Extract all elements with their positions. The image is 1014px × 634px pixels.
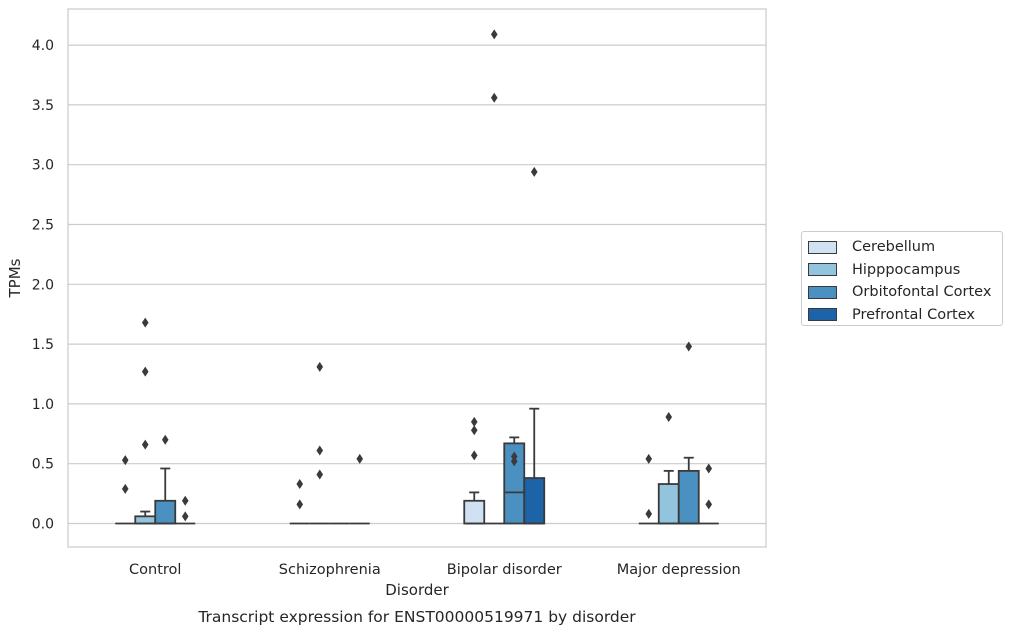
- outlier-point: [141, 439, 149, 450]
- legend-label: Prefrontal Cortex: [852, 306, 975, 323]
- y-tick-labels: 0.0 0.5 1.0 1.5 2.0 2.5 3.0 3.5 4.0: [32, 38, 54, 532]
- outlier-point: [296, 479, 304, 490]
- y-tick-label: 3.5: [32, 98, 54, 114]
- legend: Cerebellum Hipppocampus Orbitofontal Corte…: [801, 231, 1003, 326]
- legend-swatch: [808, 240, 837, 254]
- outlier-point: [121, 455, 129, 466]
- legend-label: Hipppocampus: [852, 261, 961, 278]
- outlier-point: [121, 483, 129, 494]
- outlier-point: [705, 463, 713, 474]
- box: [463, 499, 486, 525]
- box-cerebellum: [289, 479, 310, 525]
- outlier-point: [316, 445, 324, 456]
- box-orbitofontal-cortex: [677, 341, 700, 525]
- box-orbitofontal-cortex: [503, 436, 526, 525]
- legend-item: Hipppocampus: [808, 259, 1002, 282]
- outlier-point: [316, 361, 324, 372]
- outlier-point: [316, 469, 324, 480]
- outlier-point: [645, 508, 653, 519]
- outlier-point: [470, 450, 478, 461]
- box: [523, 477, 546, 525]
- outlier-point: [141, 366, 149, 377]
- box-cerebellum: [638, 453, 659, 525]
- plot-marks: [115, 29, 719, 525]
- legend-swatch: [808, 308, 837, 322]
- y-tick-label: 0.5: [32, 457, 54, 473]
- x-tick-label: Major depression: [617, 562, 741, 578]
- grid-lines: [68, 44, 766, 525]
- y-axis-label: TPMs: [6, 258, 24, 298]
- legend-item: Orbitofontal Cortex: [808, 281, 1002, 304]
- y-tick-label: 2.0: [32, 277, 54, 293]
- box: [657, 483, 680, 525]
- box: [134, 515, 157, 525]
- outlier-point: [665, 412, 673, 423]
- outlier-point: [181, 495, 189, 506]
- box-prefrontal-cortex: [349, 453, 370, 525]
- y-tick-label: 1.0: [32, 397, 54, 413]
- box: [154, 499, 177, 525]
- box-cerebellum: [115, 455, 136, 525]
- y-tick-label: 1.5: [32, 337, 54, 353]
- outlier-point: [530, 166, 538, 177]
- legend-item: Cerebellum: [808, 236, 1002, 259]
- box-prefrontal-cortex: [175, 495, 196, 525]
- x-tick-labels: Control Schizophrenia Bipolar disorder Majo…: [129, 562, 741, 578]
- x-axis-label: Disorder: [385, 581, 449, 599]
- box-hipppocampus: [484, 29, 505, 525]
- outlier-point: [490, 92, 498, 103]
- outlier-point: [470, 425, 478, 436]
- box-hipppocampus: [657, 412, 680, 525]
- box-prefrontal-cortex: [523, 166, 546, 525]
- outlier-point: [181, 511, 189, 522]
- y-tick-label: 3.0: [32, 158, 54, 174]
- box-cerebellum: [463, 416, 486, 525]
- box-prefrontal-cortex: [698, 463, 719, 525]
- x-tick-label: Control: [129, 562, 181, 578]
- box-hipppocampus: [134, 317, 157, 525]
- y-tick-label: 0.0: [32, 517, 54, 533]
- legend-item: Prefrontal Cortex: [808, 304, 1002, 327]
- outlier-point: [356, 453, 364, 464]
- outlier-point: [510, 456, 518, 467]
- legend-swatch: [808, 263, 837, 277]
- outlier-point: [490, 29, 498, 40]
- y-tick-label: 2.5: [32, 218, 54, 234]
- y-tick-label: 4.0: [32, 38, 54, 54]
- outlier-point: [296, 499, 304, 510]
- outlier-point: [705, 499, 713, 510]
- legend-label: Cerebellum: [852, 239, 936, 256]
- outlier-point: [161, 434, 169, 445]
- x-tick-label: Bipolar disorder: [447, 562, 562, 578]
- x-tick-label: Schizophrenia: [279, 562, 381, 578]
- box-orbitofontal-cortex: [154, 434, 177, 525]
- outlier-point: [645, 453, 653, 464]
- box: [677, 469, 700, 525]
- box-hipppocampus: [309, 361, 330, 525]
- outlier-point: [141, 317, 149, 328]
- chart-title: Transcript expression for ENST0000051997…: [197, 608, 636, 626]
- legend-label: Orbitofontal Cortex: [852, 284, 992, 301]
- plot-frame: [67, 8, 767, 548]
- outlier-point: [470, 416, 478, 427]
- outlier-point: [685, 341, 693, 352]
- legend-swatch: [808, 285, 837, 299]
